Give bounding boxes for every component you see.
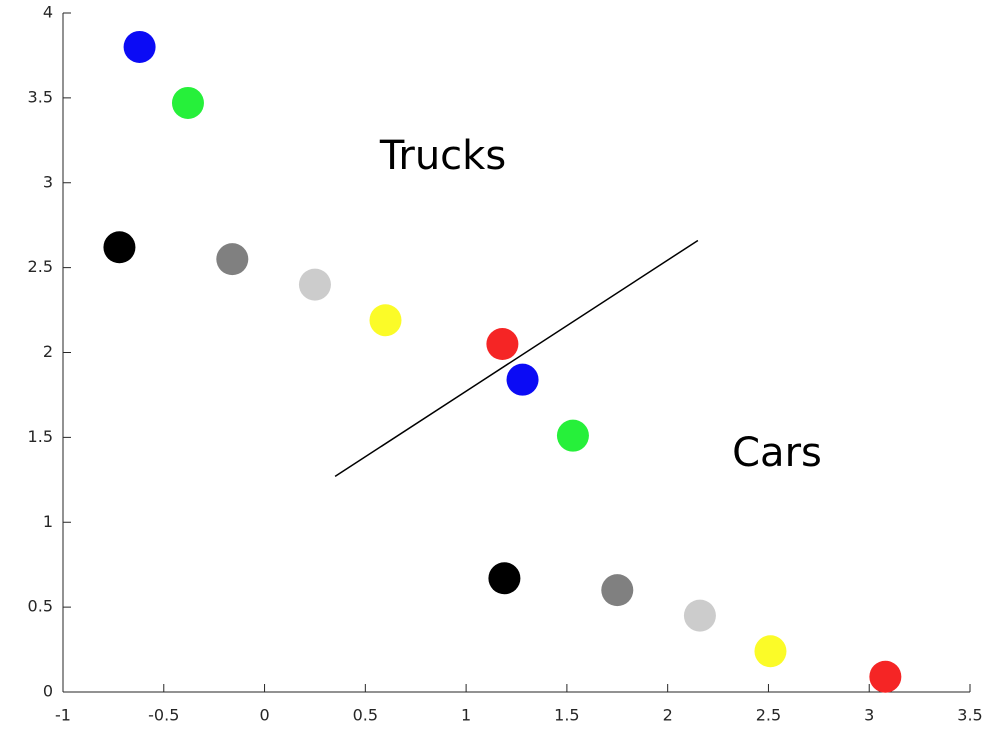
point bbox=[754, 635, 787, 668]
x-tick-label: 3.5 bbox=[957, 706, 982, 725]
x-tick-label: 2.5 bbox=[756, 706, 781, 725]
y-tick-label: 1.5 bbox=[28, 427, 53, 446]
x-tick-label: 0 bbox=[259, 706, 269, 725]
point bbox=[506, 363, 539, 396]
annotation: Cars bbox=[732, 430, 822, 476]
x-tick-label: 1 bbox=[461, 706, 471, 725]
y-tick-label: 2 bbox=[43, 342, 53, 361]
x-tick-label: -1 bbox=[55, 706, 71, 725]
y-tick-label: 3.5 bbox=[28, 87, 53, 106]
x-tick-label: 3 bbox=[864, 706, 874, 725]
x-tick-label: -0.5 bbox=[148, 706, 179, 725]
x-tick-label: 2 bbox=[663, 706, 673, 725]
y-tick-label: 2.5 bbox=[28, 257, 53, 276]
point bbox=[103, 231, 136, 264]
point bbox=[216, 243, 249, 276]
y-tick-label: 0 bbox=[43, 682, 53, 701]
point bbox=[556, 419, 589, 452]
point bbox=[488, 562, 521, 595]
annotation: Trucks bbox=[379, 133, 506, 179]
point bbox=[369, 304, 402, 337]
point bbox=[869, 660, 902, 693]
x-tick-label: 1.5 bbox=[554, 706, 579, 725]
y-tick-label: 0.5 bbox=[28, 597, 53, 616]
x-tick-label: 0.5 bbox=[353, 706, 378, 725]
point bbox=[298, 268, 331, 301]
point bbox=[683, 599, 716, 632]
y-tick-label: 4 bbox=[43, 3, 53, 22]
point bbox=[601, 574, 634, 607]
point bbox=[123, 30, 156, 63]
point bbox=[171, 86, 204, 119]
decision-boundary bbox=[334, 239, 699, 478]
y-tick-label: 1 bbox=[43, 512, 53, 531]
point bbox=[486, 328, 519, 361]
y-tick-label: 3 bbox=[43, 172, 53, 191]
